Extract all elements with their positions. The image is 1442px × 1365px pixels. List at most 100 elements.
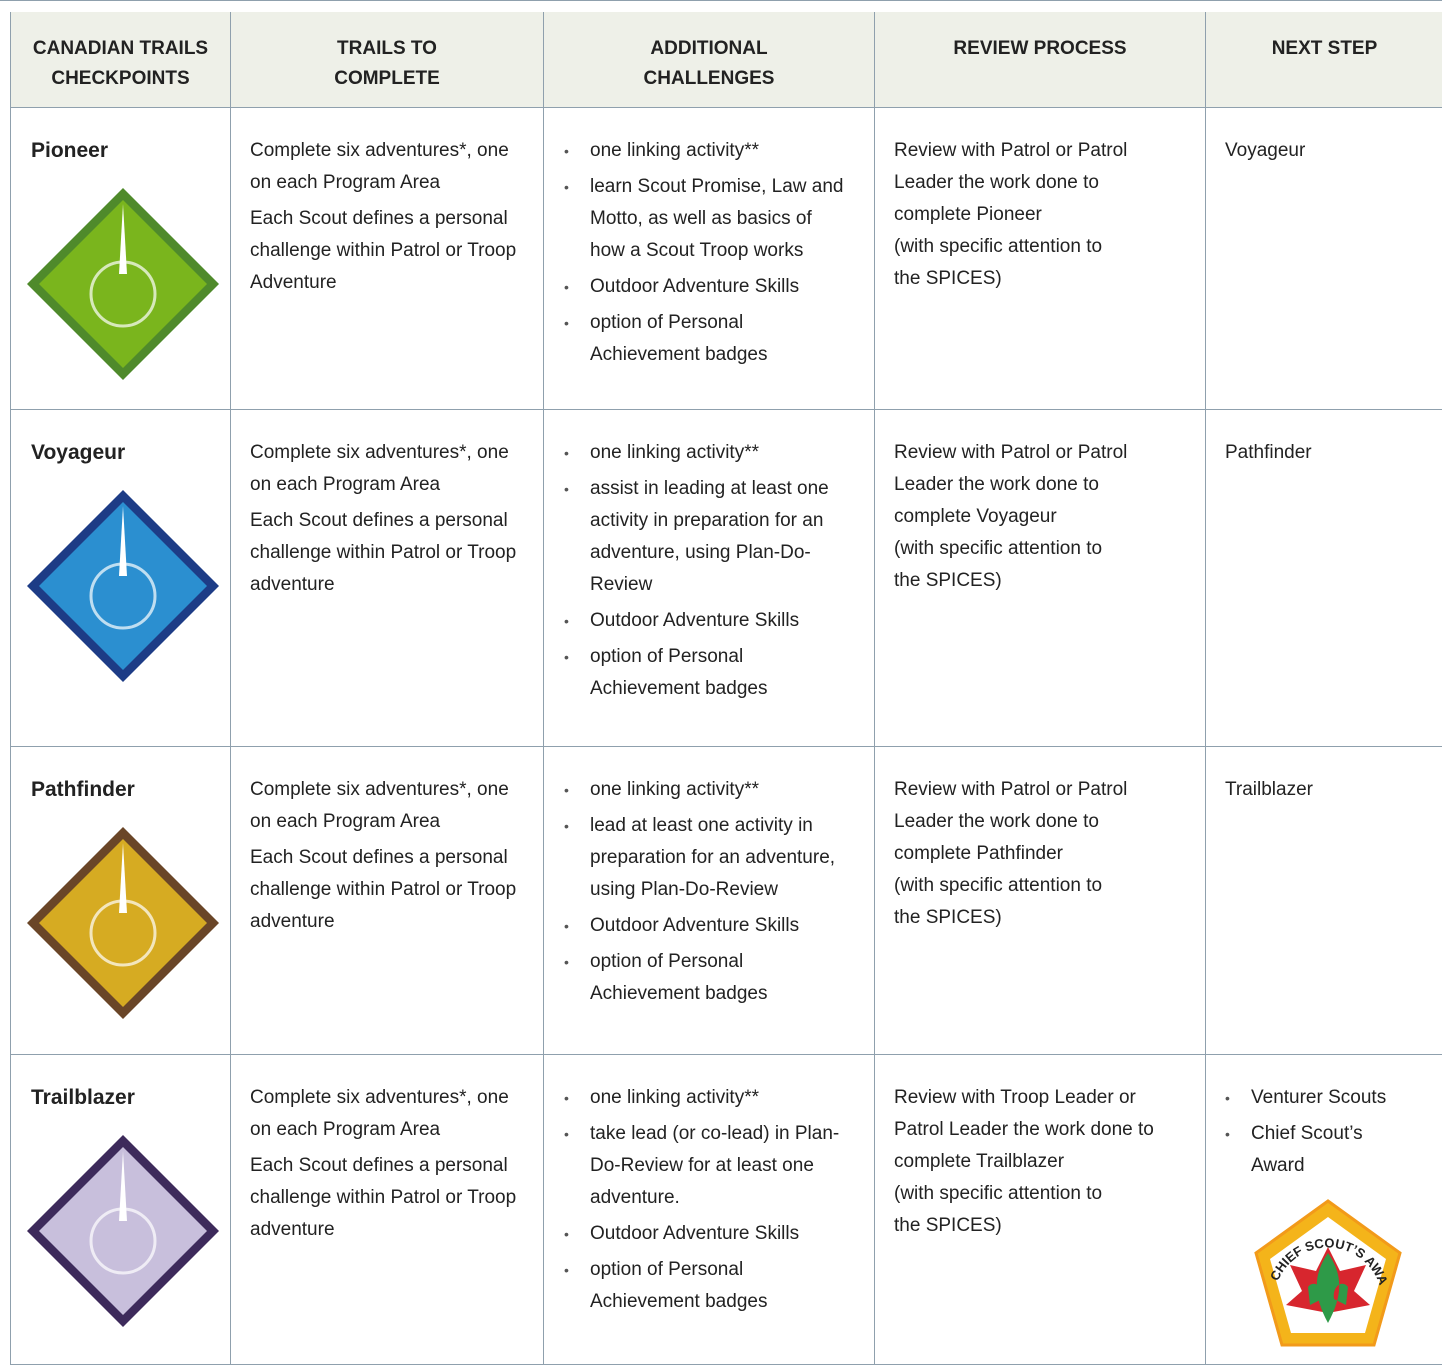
challenge-item: one linking activity**: [564, 437, 846, 469]
badge-emblem: [89, 899, 157, 967]
badge-face: [39, 839, 207, 1007]
challenge-item: Outdoor Adventure Skills: [564, 1218, 846, 1250]
header-text: TRAILS TO COMPLETE: [334, 38, 440, 89]
header-cell: CANADIAN TRAILS CHECKPOINTS: [10, 12, 231, 108]
challenge-item: Outdoor Adventure Skills: [564, 271, 846, 303]
checkpoint-name: Pioneer: [31, 139, 109, 162]
badge-face: [39, 502, 207, 670]
challenge-item: assist in leading at least one activity …: [564, 473, 846, 601]
challenge-item: option of Personal Achievement badges: [564, 946, 846, 1010]
checkpoint-name: Voyageur: [31, 441, 126, 464]
trails-paragraph: Complete six adventures*, one on each Pr…: [250, 1087, 509, 1140]
challenges-list: one linking activity** assist in leading …: [564, 437, 846, 705]
next-step-text: Voyageur: [1225, 140, 1306, 161]
review-text: Review with Patrol or Patrol Leader the …: [894, 437, 1205, 597]
next-step-cell: Venturer Scouts Chief Scout’s Award CHIEF …: [1206, 1055, 1442, 1365]
checkpoint-cell: Pathfinder: [10, 747, 231, 1055]
trails-text: Complete six adventures*, one on each Pr…: [250, 1082, 535, 1246]
header-text: NEXT STEP: [1271, 38, 1378, 59]
trails-cell: Complete six adventures*, one on each Pr…: [231, 747, 544, 1055]
next-step-cell: Voyageur: [1206, 108, 1442, 410]
next-step-text: Trailblazer: [1225, 779, 1313, 800]
challenge-item: learn Scout Promise, Law and Motto, as w…: [564, 171, 846, 267]
trails-paragraph: Each Scout defines a personal challenge …: [250, 847, 517, 932]
review-paragraph: Review with Patrol or Patrol Leader the …: [894, 779, 1128, 864]
badge-face: [39, 200, 207, 368]
challenge-item: one linking activity**: [564, 774, 846, 806]
challenge-item: take lead (or co-lead) in Plan-Do-Review…: [564, 1118, 846, 1214]
challenges-list: one linking activity** lead at least one …: [564, 774, 846, 1010]
header-cell: ADDITIONAL CHALLENGES: [544, 12, 875, 108]
checkpoint-cell: Voyageur: [10, 410, 231, 747]
header-cell: NEXT STEP: [1206, 12, 1442, 108]
trails-paragraph: Complete six adventures*, one on each Pr…: [250, 442, 509, 495]
review-paragraph: (with specific attention to the SPICES): [894, 538, 1103, 591]
challenge-item: option of Personal Achievement badges: [564, 307, 846, 371]
review-cell: Review with Patrol or Patrol Leader the …: [875, 410, 1206, 747]
trails-paragraph: Complete six adventures*, one on each Pr…: [250, 140, 509, 193]
badge-icon: [27, 188, 219, 380]
review-cell: Review with Patrol or Patrol Leader the …: [875, 747, 1206, 1055]
badge-needle: [119, 204, 127, 274]
challenge-item: Outdoor Adventure Skills: [564, 605, 846, 637]
review-paragraph: Review with Troop Leader or Patrol Leade…: [894, 1087, 1154, 1172]
trails-paragraph: Each Scout defines a personal challenge …: [250, 510, 517, 595]
checkpoint-name: Pathfinder: [31, 778, 135, 801]
award-badge: CHIEF SCOUT’S AWARD: [1248, 1195, 1402, 1347]
review-text: Review with Troop Leader or Patrol Leade…: [894, 1082, 1205, 1242]
next-step-text: Pathfinder: [1225, 442, 1312, 463]
trails-cell: Complete six adventures*, one on each Pr…: [231, 108, 544, 410]
trails-text: Complete six adventures*, one on each Pr…: [250, 437, 535, 601]
trails-cell: Complete six adventures*, one on each Pr…: [231, 1055, 544, 1365]
review-paragraph: (with specific attention to the SPICES): [894, 1183, 1103, 1236]
trails-paragraph: Each Scout defines a personal challenge …: [250, 1155, 517, 1240]
header-cell: REVIEW PROCESS: [875, 12, 1206, 108]
header-text: CANADIAN TRAILS CHECKPOINTS: [32, 38, 209, 89]
challenges-list: one linking activity** take lead (or co-l…: [564, 1082, 846, 1318]
badge-icon: [27, 490, 219, 682]
checkpoint-cell: Trailblazer: [10, 1055, 231, 1365]
next-step-cell: Trailblazer: [1206, 747, 1442, 1055]
review-paragraph: (with specific attention to the SPICES): [894, 875, 1103, 928]
trails-paragraph: Complete six adventures*, one on each Pr…: [250, 779, 509, 832]
review-paragraph: (with specific attention to the SPICES): [894, 236, 1103, 289]
review-cell: Review with Patrol or Patrol Leader the …: [875, 108, 1206, 410]
challenges-list: one linking activity** learn Scout Promis…: [564, 135, 846, 371]
challenge-item: lead at least one activity in preparatio…: [564, 810, 846, 906]
next-step-cell: Pathfinder: [1206, 410, 1442, 747]
badge-emblem: [89, 562, 157, 630]
badge-needle: [119, 506, 127, 576]
badge-needle: [119, 843, 127, 913]
challenges-cell: one linking activity** assist in leading …: [544, 410, 875, 747]
review-paragraph: Review with Patrol or Patrol Leader the …: [894, 442, 1128, 527]
checkpoint-name: Trailblazer: [31, 1086, 135, 1109]
header-text: REVIEW PROCESS: [953, 38, 1127, 59]
review-cell: Review with Troop Leader or Patrol Leade…: [875, 1055, 1206, 1365]
header-cell: TRAILS TO COMPLETE: [231, 12, 544, 108]
challenge-item: option of Personal Achievement badges: [564, 641, 846, 705]
challenge-item: option of Personal Achievement badges: [564, 1254, 846, 1318]
next-step-item: Venturer Scouts: [1225, 1082, 1415, 1114]
badge-icon: [27, 827, 219, 1019]
challenges-cell: one linking activity** take lead (or co-l…: [544, 1055, 875, 1365]
badge-emblem: [89, 1207, 157, 1275]
trails-text: Complete six adventures*, one on each Pr…: [250, 135, 535, 299]
challenge-item: one linking activity**: [564, 1082, 846, 1114]
trails-paragraph: Each Scout defines a personal challenge …: [250, 208, 517, 293]
next-step-list: Venturer Scouts Chief Scout’s Award: [1225, 1082, 1415, 1182]
review-paragraph: Review with Patrol or Patrol Leader the …: [894, 140, 1128, 225]
next-step-item: Chief Scout’s Award: [1225, 1118, 1415, 1182]
challenges-cell: one linking activity** learn Scout Promis…: [544, 108, 875, 410]
challenge-item: Outdoor Adventure Skills: [564, 910, 846, 942]
challenge-item: one linking activity**: [564, 135, 846, 167]
badge-face: [39, 1147, 207, 1315]
review-text: Review with Patrol or Patrol Leader the …: [894, 135, 1205, 295]
badge-emblem: [89, 260, 157, 328]
review-text: Review with Patrol or Patrol Leader the …: [894, 774, 1205, 934]
header-text: ADDITIONAL CHALLENGES: [643, 38, 775, 89]
challenges-cell: one linking activity** lead at least one …: [544, 747, 875, 1055]
trails-cell: Complete six adventures*, one on each Pr…: [231, 410, 544, 747]
badge-icon: [27, 1135, 219, 1327]
